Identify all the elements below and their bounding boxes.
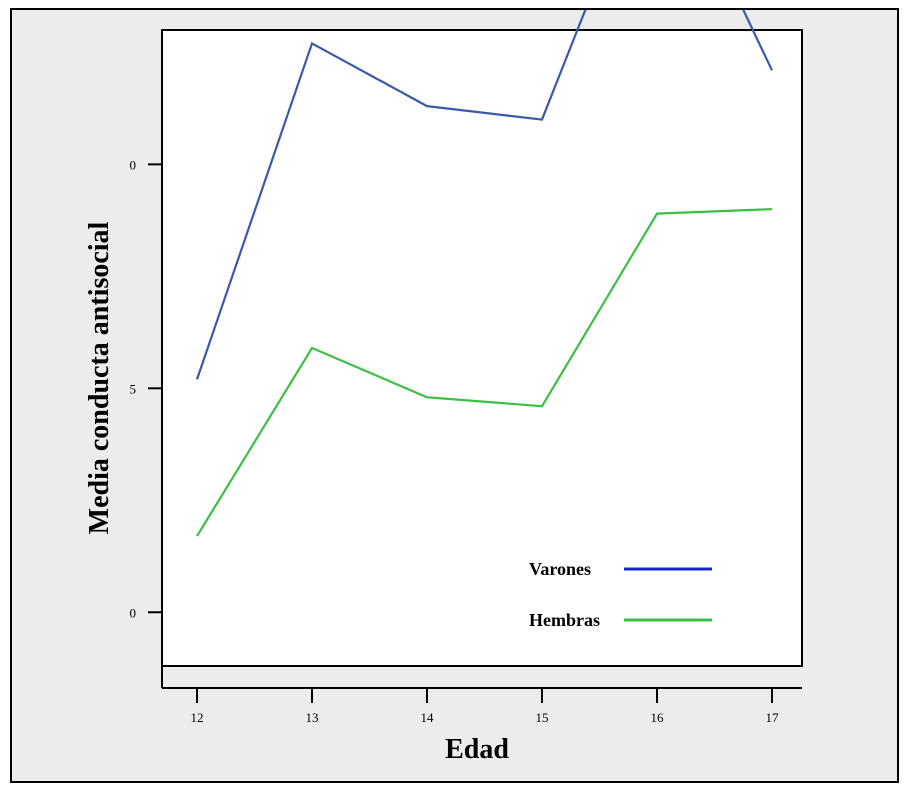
y-tick-label: 0: [130, 157, 137, 172]
x-tick-label: 14: [421, 710, 435, 725]
x-tick-label: 13: [306, 710, 319, 725]
plot-layer: 0505121314151617EdadMedia conducta antis…: [84, 10, 803, 765]
legend-label-varones: Varones: [529, 559, 591, 579]
series-line-varones: [195, 10, 773, 380]
x-axis-title: Edad: [445, 734, 509, 765]
y-tick-label: 0: [130, 605, 137, 620]
x-tick-label: 16: [651, 710, 665, 725]
x-tick-label: 12: [191, 710, 204, 725]
series-line-hembras: [196, 208, 773, 537]
legend-label-hembras: Hembras: [529, 610, 600, 630]
y-tick-label: 5: [130, 381, 137, 396]
y-axis-title: Media conducta antisocial: [84, 221, 115, 534]
plot-area: [161, 29, 803, 667]
x-tick-label: 15: [536, 710, 549, 725]
chart-svg: 0505121314151617EdadMedia conducta antis…: [84, 10, 803, 765]
chart-frame: 0505121314151617EdadMedia conducta antis…: [10, 8, 899, 783]
x-tick-label: 17: [766, 710, 780, 725]
